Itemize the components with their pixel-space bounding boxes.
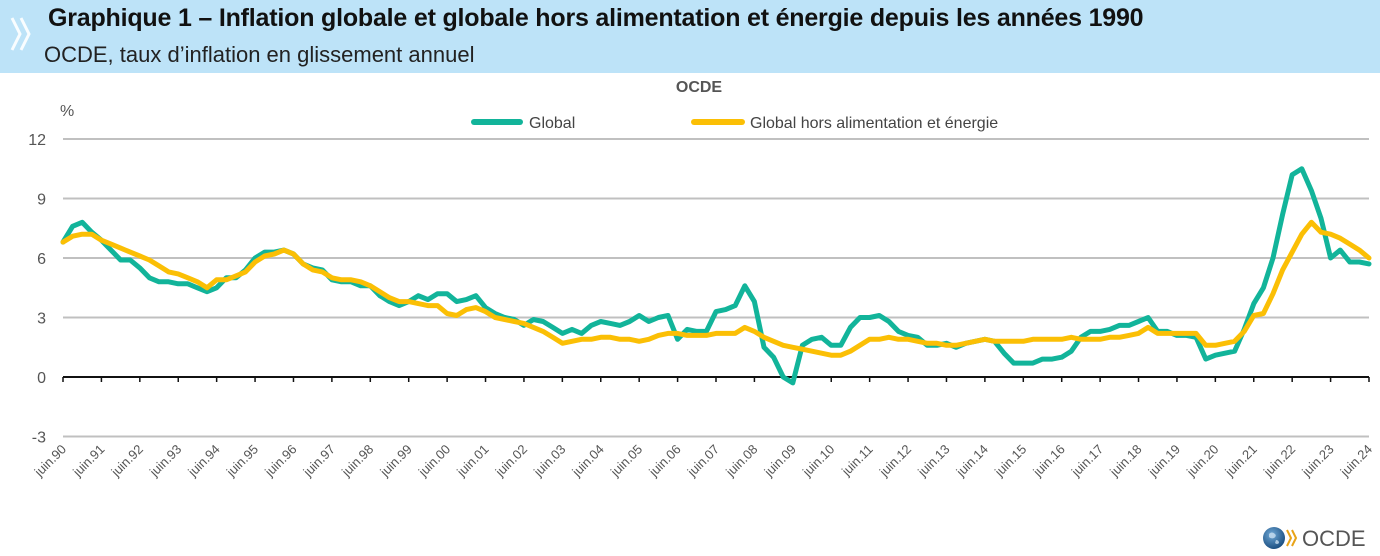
- x-tick-label: juin.22: [1260, 442, 1298, 480]
- x-tick-label: juin.90: [31, 442, 69, 480]
- series-line-core: [60, 219, 1372, 358]
- double-chevron-icon: [10, 17, 31, 51]
- x-tick-label: juin.98: [338, 442, 376, 480]
- x-tick-label: juin.00: [415, 442, 453, 480]
- x-tick-label: juin.13: [914, 442, 952, 480]
- ocde-logo: [1263, 527, 1298, 549]
- x-axis-labels: juin.90 juin.91 juin.92 juin.93 juin.94 juin.…: [31, 442, 1375, 480]
- x-tick-label: juin.99: [376, 442, 414, 480]
- x-tick-label: juin.16: [1029, 442, 1067, 480]
- y-tick-label: 6: [37, 251, 46, 268]
- chart-subtitle: OCDE, taux d’inflation en glissement ann…: [44, 42, 475, 67]
- y-tick-label: 3: [37, 311, 46, 328]
- x-tick-label: juin.04: [568, 442, 606, 480]
- series-lines: [60, 166, 1372, 386]
- x-tick-label: juin.94: [184, 442, 222, 480]
- x-tick-label: juin.12: [876, 442, 914, 480]
- x-tick-label: juin.06: [645, 442, 683, 480]
- x-tick-label: juin.08: [722, 442, 760, 480]
- x-tick-label: juin.17: [1068, 442, 1106, 480]
- y-tick-label: 0: [37, 370, 46, 387]
- chart-title: Graphique 1 – Inflation globale et globa…: [48, 4, 1144, 32]
- x-tick-label: juin.01: [453, 442, 491, 480]
- x-tick-label: juin.03: [530, 442, 568, 480]
- x-tick-label: juin.18: [1106, 442, 1144, 480]
- y-axis-ticks: -3 0 3 6 9 12: [28, 132, 46, 447]
- legend: Global Global hors alimentation et énerg…: [471, 115, 998, 132]
- legend-label-core: Global hors alimentation et énergie: [750, 115, 998, 132]
- x-tick-label: juin.11: [838, 442, 876, 480]
- x-tick-label: juin.02: [492, 442, 530, 480]
- x-tick-label: juin.07: [684, 442, 722, 480]
- x-tick-label: juin.92: [108, 442, 146, 480]
- legend-label-global: Global: [529, 115, 575, 132]
- x-axis: [62, 376, 1370, 382]
- x-tick-label: juin.20: [1183, 442, 1221, 480]
- y-tick-label: 12: [28, 132, 46, 149]
- series-line-global: [60, 166, 1372, 386]
- x-tick-label: juin.93: [146, 442, 184, 480]
- panel-title: OCDE: [676, 79, 723, 96]
- x-tick-label: juin.14: [953, 442, 991, 480]
- x-tick-label: juin.09: [761, 442, 799, 480]
- x-tick-label: juin.96: [261, 442, 299, 480]
- y-tick-label: -3: [32, 430, 46, 447]
- ocde-logo-text: OCDE: [1302, 526, 1366, 551]
- x-tick-label: juin.95: [223, 442, 261, 480]
- x-tick-label: juin.05: [607, 442, 645, 480]
- x-tick-label: juin.97: [300, 442, 338, 480]
- header-banner: Graphique 1 – Inflation globale et globa…: [0, 0, 1380, 73]
- x-tick-label: juin.19: [1145, 442, 1183, 480]
- x-tick-label: juin.24: [1337, 442, 1375, 480]
- y-axis-unit-label: %: [60, 103, 74, 120]
- gridlines: [63, 138, 1369, 438]
- x-tick-label: juin.10: [799, 442, 837, 480]
- x-tick-label: juin.23: [1298, 442, 1336, 480]
- x-tick-label: juin.21: [1221, 442, 1259, 480]
- x-tick-label: juin.15: [991, 442, 1029, 480]
- y-tick-label: 9: [37, 192, 46, 209]
- x-tick-label: juin.91: [69, 442, 107, 480]
